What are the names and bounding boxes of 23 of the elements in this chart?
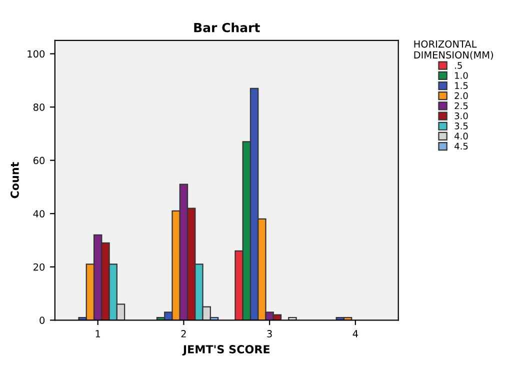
legend-label: .5 — [455, 62, 462, 69]
y-tick-label: 20 — [34, 263, 45, 271]
legend-label: 4.0 — [454, 132, 468, 140]
y-tick-label: 0 — [40, 316, 45, 324]
x-tick-label: 2 — [181, 330, 186, 338]
y-tick-label: 40 — [33, 210, 45, 218]
x-tick-label: 3 — [267, 330, 272, 338]
legend-title: HORIZONTAL DIMENSION(MM) — [414, 40, 493, 60]
legend-label: 2.0 — [454, 92, 468, 100]
y-tick-label: 80 — [33, 104, 45, 111]
legend-label: 1.5 — [455, 82, 468, 90]
x-tick-label: 1 — [96, 330, 100, 338]
y-tick-label: 100 — [28, 50, 45, 58]
legend-label: 3.5 — [454, 122, 468, 130]
legend-label: 1.0 — [455, 72, 468, 79]
legend-label: 2.5 — [454, 102, 468, 110]
x-axis-title: JEMT'S SCORE — [182, 345, 270, 356]
y-axis-title: Count — [10, 162, 19, 198]
legend-label: 3.0 — [454, 112, 468, 120]
x-tick-label: 4 — [352, 330, 358, 338]
legend-label: 4.5 — [454, 142, 468, 150]
chart-title: Bar Chart — [194, 22, 260, 32]
y-tick-label: 60 — [33, 156, 45, 164]
